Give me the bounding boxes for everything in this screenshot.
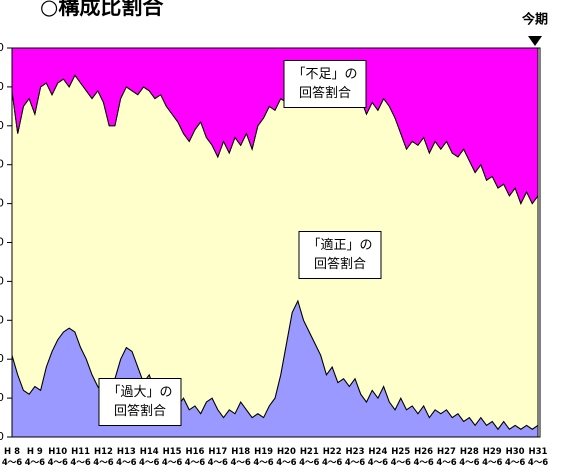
x-tick-label: H 9 4～6	[24, 447, 46, 468]
x-tick-label: H19 4～6	[253, 447, 274, 468]
x-tick-label: H30 4～6	[504, 447, 526, 468]
annotation: 「過大」の 回答割合	[98, 378, 182, 426]
x-tick-label: H11 4～6	[70, 447, 91, 468]
y-tick-label: 70	[0, 158, 4, 171]
y-tick-label: 100	[0, 41, 4, 54]
current-label: 今期	[521, 12, 548, 28]
x-tick-label: H15 4～6	[161, 447, 183, 468]
x-tick-label: H22 4～6	[322, 447, 343, 468]
x-tick-label: H29 4～6	[482, 447, 503, 468]
y-tick-label: 50	[0, 236, 4, 249]
annotation: 「適正」の 回答割合	[298, 231, 382, 279]
x-tick-label: H16 4～6	[184, 447, 206, 468]
x-tick-label: H31 4～6	[527, 447, 549, 468]
x-tick-label: H25 4～6	[390, 447, 411, 468]
x-tick-label: H10 4～6	[47, 447, 68, 468]
y-tick-label: 0	[0, 430, 4, 443]
x-tick-label: H 8 4～6	[1, 447, 23, 468]
y-tick-label: 60	[0, 197, 4, 210]
x-tick-label: H24 4～6	[367, 447, 389, 468]
chart-title: ○構成比割合	[40, 0, 164, 19]
y-tick-label: 30	[0, 313, 4, 326]
x-tick-label: H20 4～6	[276, 447, 297, 468]
x-tick-label: H23 4～6	[344, 447, 366, 468]
y-tick-label: 40	[0, 274, 4, 287]
x-tick-label: H27 4～6	[436, 447, 457, 468]
x-tick-label: H26 4～6	[413, 447, 434, 468]
x-tick-label: H17 4～6	[207, 447, 228, 468]
y-tick-label: 90	[0, 80, 4, 93]
y-tick-label: 20	[0, 352, 4, 365]
current-marker	[528, 36, 542, 46]
x-tick-label: H12 4～6	[93, 447, 114, 468]
x-tick-label: H18 4～6	[230, 447, 251, 468]
x-tick-label: H28 4～6	[459, 447, 480, 468]
x-tick-label: H14 4～6	[139, 447, 160, 468]
y-tick-label: 10	[0, 391, 4, 404]
x-tick-label: H21 4～6	[299, 447, 320, 468]
annotation: 「不足」の 回答割合	[283, 60, 367, 108]
x-tick-label: H13 4～6	[116, 447, 137, 468]
y-tick-label: 80	[0, 119, 4, 132]
